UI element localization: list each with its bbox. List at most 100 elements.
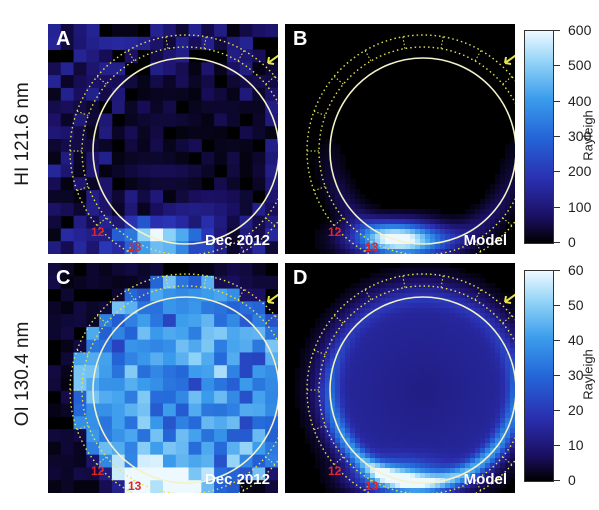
heatmap-pixel <box>420 308 426 314</box>
heatmap-pixel <box>305 393 311 399</box>
heatmap-pixel <box>86 441 100 456</box>
heatmap-pixel <box>455 363 461 369</box>
heatmap-pixel <box>330 453 336 459</box>
heatmap-pixel <box>150 126 164 140</box>
heatmap-pixel <box>410 348 416 354</box>
heatmap-pixel <box>188 87 202 102</box>
heatmap-pixel <box>370 438 376 444</box>
heatmap-pixel <box>201 190 215 204</box>
heatmap-pixel <box>239 339 253 353</box>
heatmap-pixel <box>300 373 306 379</box>
heatmap-pixel <box>375 463 381 469</box>
heatmap-pixel <box>360 224 366 230</box>
heatmap-pixel <box>163 87 177 102</box>
heatmap-pixel <box>239 378 253 392</box>
heatmap-pixel <box>395 333 401 339</box>
heatmap-pixel <box>445 219 451 225</box>
heatmap-pixel <box>465 358 471 364</box>
heatmap-pixel <box>350 433 356 439</box>
heatmap-pixel <box>188 263 202 277</box>
heatmap-pixel <box>395 403 401 409</box>
heatmap-pixel <box>455 458 461 464</box>
heatmap-pixel <box>395 448 401 454</box>
heatmap-pixel <box>390 244 396 250</box>
heatmap-pixel <box>485 313 491 319</box>
heatmap-pixel <box>420 343 426 349</box>
heatmap-pixel <box>330 209 336 215</box>
heatmap-pixel <box>375 438 381 444</box>
heatmap-pixel <box>475 428 481 434</box>
heatmap-pixel <box>252 113 266 127</box>
heatmap-pixel <box>485 194 491 200</box>
heatmap-pixel <box>375 368 381 374</box>
heatmap-pixel <box>48 87 62 102</box>
heatmap-pixel <box>370 383 376 389</box>
heatmap-pixel <box>415 333 421 339</box>
heatmap-pixel <box>360 373 366 379</box>
heatmap-pixel <box>505 313 511 319</box>
heatmap-pixel <box>490 393 496 399</box>
heatmap-pixel <box>445 333 451 339</box>
heatmap-pixel <box>365 423 371 429</box>
heatmap-pixel <box>385 383 391 389</box>
heatmap-pixel <box>425 209 431 215</box>
heatmap-pixel <box>435 478 441 484</box>
heatmap-pixel <box>385 214 391 220</box>
heatmap-pixel <box>48 301 62 315</box>
heatmap-pixel <box>490 239 496 245</box>
heatmap-pixel <box>370 278 376 284</box>
panel-c-image: 2118171213 <box>48 263 278 493</box>
heatmap-pixel <box>405 244 411 250</box>
heatmap-pixel <box>252 416 266 430</box>
heatmap-pixel <box>325 363 331 369</box>
heatmap-pixel <box>375 348 381 354</box>
heatmap-pixel <box>163 190 177 204</box>
heatmap-pixel <box>435 443 441 449</box>
heatmap-pixel <box>226 215 241 229</box>
heatmap-pixel <box>415 249 421 254</box>
heatmap-pixel <box>239 429 253 443</box>
heatmap-pixel <box>239 164 253 178</box>
heatmap-pixel <box>485 433 491 439</box>
heatmap-pixel <box>370 428 376 434</box>
heatmap-pixel <box>385 403 391 409</box>
heatmap-pixel <box>345 383 351 389</box>
heatmap-pixel <box>188 416 202 430</box>
heatmap-pixel <box>73 390 87 405</box>
colorbar-tick-mark <box>554 171 560 173</box>
heatmap-pixel <box>137 275 151 290</box>
heatmap-pixel <box>505 184 511 190</box>
heatmap-pixel <box>495 428 501 434</box>
heatmap-pixel <box>505 413 511 419</box>
heatmap-pixel <box>124 416 138 430</box>
heatmap-pixel <box>415 298 421 304</box>
heatmap-pixel <box>460 323 466 329</box>
heatmap-pixel <box>405 288 411 294</box>
heatmap-pixel <box>395 283 401 289</box>
heatmap-pixel <box>365 209 371 215</box>
heatmap-pixel <box>340 318 346 324</box>
heatmap-pixel <box>239 288 253 302</box>
heatmap-pixel <box>395 488 401 493</box>
heatmap-pixel <box>485 423 491 429</box>
heatmap-pixel <box>330 194 336 200</box>
heatmap-pixel <box>124 100 138 114</box>
heatmap-pixel <box>340 463 346 469</box>
heatmap-pixel <box>300 423 306 429</box>
heatmap-pixel <box>400 393 406 399</box>
heatmap-pixel <box>335 249 341 254</box>
heatmap-pixel <box>405 453 411 459</box>
heatmap-pixel <box>490 478 496 484</box>
heatmap-pixel <box>495 383 501 389</box>
heatmap-pixel <box>455 428 461 434</box>
heatmap-pixel <box>360 209 366 215</box>
heatmap-pixel <box>385 418 391 424</box>
heatmap-pixel <box>380 249 386 254</box>
heatmap-pixel <box>60 365 75 379</box>
heatmap-pixel <box>60 390 75 405</box>
heatmap-pixel <box>305 398 311 404</box>
heatmap-pixel <box>430 453 436 459</box>
heatmap-pixel <box>375 403 381 409</box>
heatmap-pixel <box>340 398 346 404</box>
heatmap-pixel <box>410 273 416 279</box>
